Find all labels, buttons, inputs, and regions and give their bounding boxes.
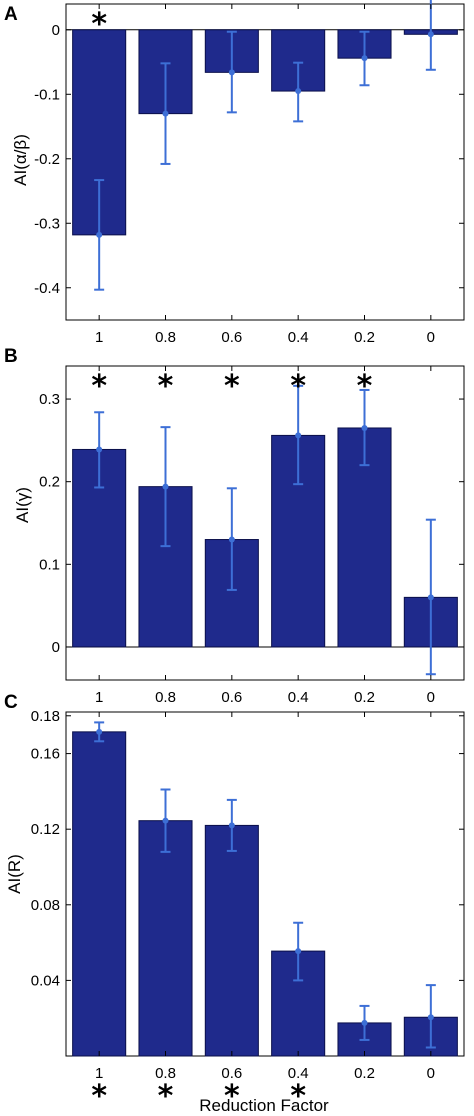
y-tick-label-b: 0 [52, 639, 60, 656]
mean-point-c [228, 822, 235, 829]
mean-point-a [361, 55, 368, 62]
significance-star-b: * [224, 369, 240, 404]
x-tick-label-c: 0.8 [155, 1065, 176, 1082]
axes-frame-c [65, 711, 465, 1057]
x-tick-label-b: 0 [427, 689, 435, 706]
significance-star-b: * [290, 369, 306, 404]
significance-star-c: * [290, 1079, 306, 1114]
panel-a: A AI(α/β) 0 -0.1 -0.2 -0.3 -0.4 1 * 0.8 0.6 0.4 0.… [4, 0, 465, 346]
y-axis-label-a: AI(α/β) [11, 134, 30, 186]
x-axis-label-c: Reduction Factor [199, 1096, 329, 1115]
x-tick-label-a: 0 [427, 329, 435, 346]
x-tick-label-a: 0.4 [288, 329, 309, 346]
panel-c: C AI(R) Reduction Factor 0.04 0.08 0.12 0.1… [4, 692, 465, 1115]
y-tick-label-c: 0.04 [31, 972, 60, 989]
y-tick-label-a: -0.4 [34, 280, 60, 297]
y-tick-label-a: 0 [52, 22, 60, 39]
mean-point-c [427, 1014, 434, 1021]
x-tick-label-b: 0.8 [155, 689, 176, 706]
y-tick-label-c: 0.08 [31, 897, 60, 914]
axes-frame-b [65, 365, 465, 681]
y-tick-label-b: 0.3 [39, 391, 60, 408]
mean-point-b [361, 424, 368, 431]
axes-frame-a [65, 3, 465, 321]
bar-c [204, 824, 259, 1057]
mean-point-b [228, 536, 235, 543]
mean-point-c [295, 948, 302, 955]
mean-point-b [162, 483, 169, 490]
significance-star-b: * [158, 369, 174, 404]
y-axis-label-b: AI(γ) [13, 487, 32, 523]
x-tick-label-c: 0.2 [354, 1065, 375, 1082]
x-tick-label-c: 0.4 [288, 1065, 309, 1082]
panel-letter-c: C [4, 692, 18, 713]
x-tick-label-b: 0.4 [288, 689, 309, 706]
bar-c [138, 820, 193, 1057]
significance-star-b: * [91, 369, 107, 404]
panel-letter-a: A [4, 4, 18, 25]
x-tick-label-a: 0.8 [155, 329, 176, 346]
y-tick-label-c: 0.18 [31, 708, 60, 725]
y-tick-label-c: 0.12 [31, 821, 60, 838]
mean-point-a [96, 231, 103, 238]
x-tick-label-b: 0.6 [221, 689, 242, 706]
significance-star-b: * [357, 369, 373, 404]
y-tick-label-a: -0.1 [34, 86, 60, 103]
panel-letter-b: B [4, 346, 18, 367]
mean-point-c [361, 1019, 368, 1026]
significance-star-a: * [91, 7, 107, 42]
y-axis-label-c: AI(R) [5, 854, 24, 894]
x-tick-label-c: 0.6 [221, 1065, 242, 1082]
y-tick-label-c: 0.16 [31, 746, 60, 763]
mean-point-c [96, 728, 103, 735]
x-tick-label-a: 0.6 [221, 329, 242, 346]
y-tick-label-b: 0.1 [39, 556, 60, 573]
x-tick-label-c: 1 [95, 1065, 103, 1082]
bar-b [138, 486, 193, 648]
significance-star-c: * [158, 1079, 174, 1114]
x-tick-label-a: 0.2 [354, 329, 375, 346]
mean-point-b [427, 594, 434, 601]
y-tick-label-a: -0.3 [34, 215, 60, 232]
mean-point-a [228, 69, 235, 76]
mean-point-a [295, 88, 302, 95]
x-tick-label-a: 1 [95, 329, 103, 346]
x-tick-label-c: 0 [427, 1065, 435, 1082]
mean-point-a [162, 110, 169, 117]
mean-point-c [162, 817, 169, 824]
x-tick-label-b: 0.2 [354, 689, 375, 706]
significance-star-c: * [224, 1079, 240, 1114]
significance-star-c: * [91, 1079, 107, 1114]
bar-c [72, 731, 127, 1057]
mean-point-b [295, 432, 302, 439]
y-tick-label-a: -0.2 [34, 151, 60, 168]
x-tick-label-b: 1 [95, 689, 103, 706]
mean-point-b [96, 446, 103, 453]
y-tick-label-b: 0.2 [39, 474, 60, 491]
mean-point-a [427, 31, 434, 38]
panel-b: B AI(γ) 0 0.1 0.2 0.3 1 * 0.8 * 0.6 * 0.4 * 0.2 * 0 [4, 346, 465, 706]
